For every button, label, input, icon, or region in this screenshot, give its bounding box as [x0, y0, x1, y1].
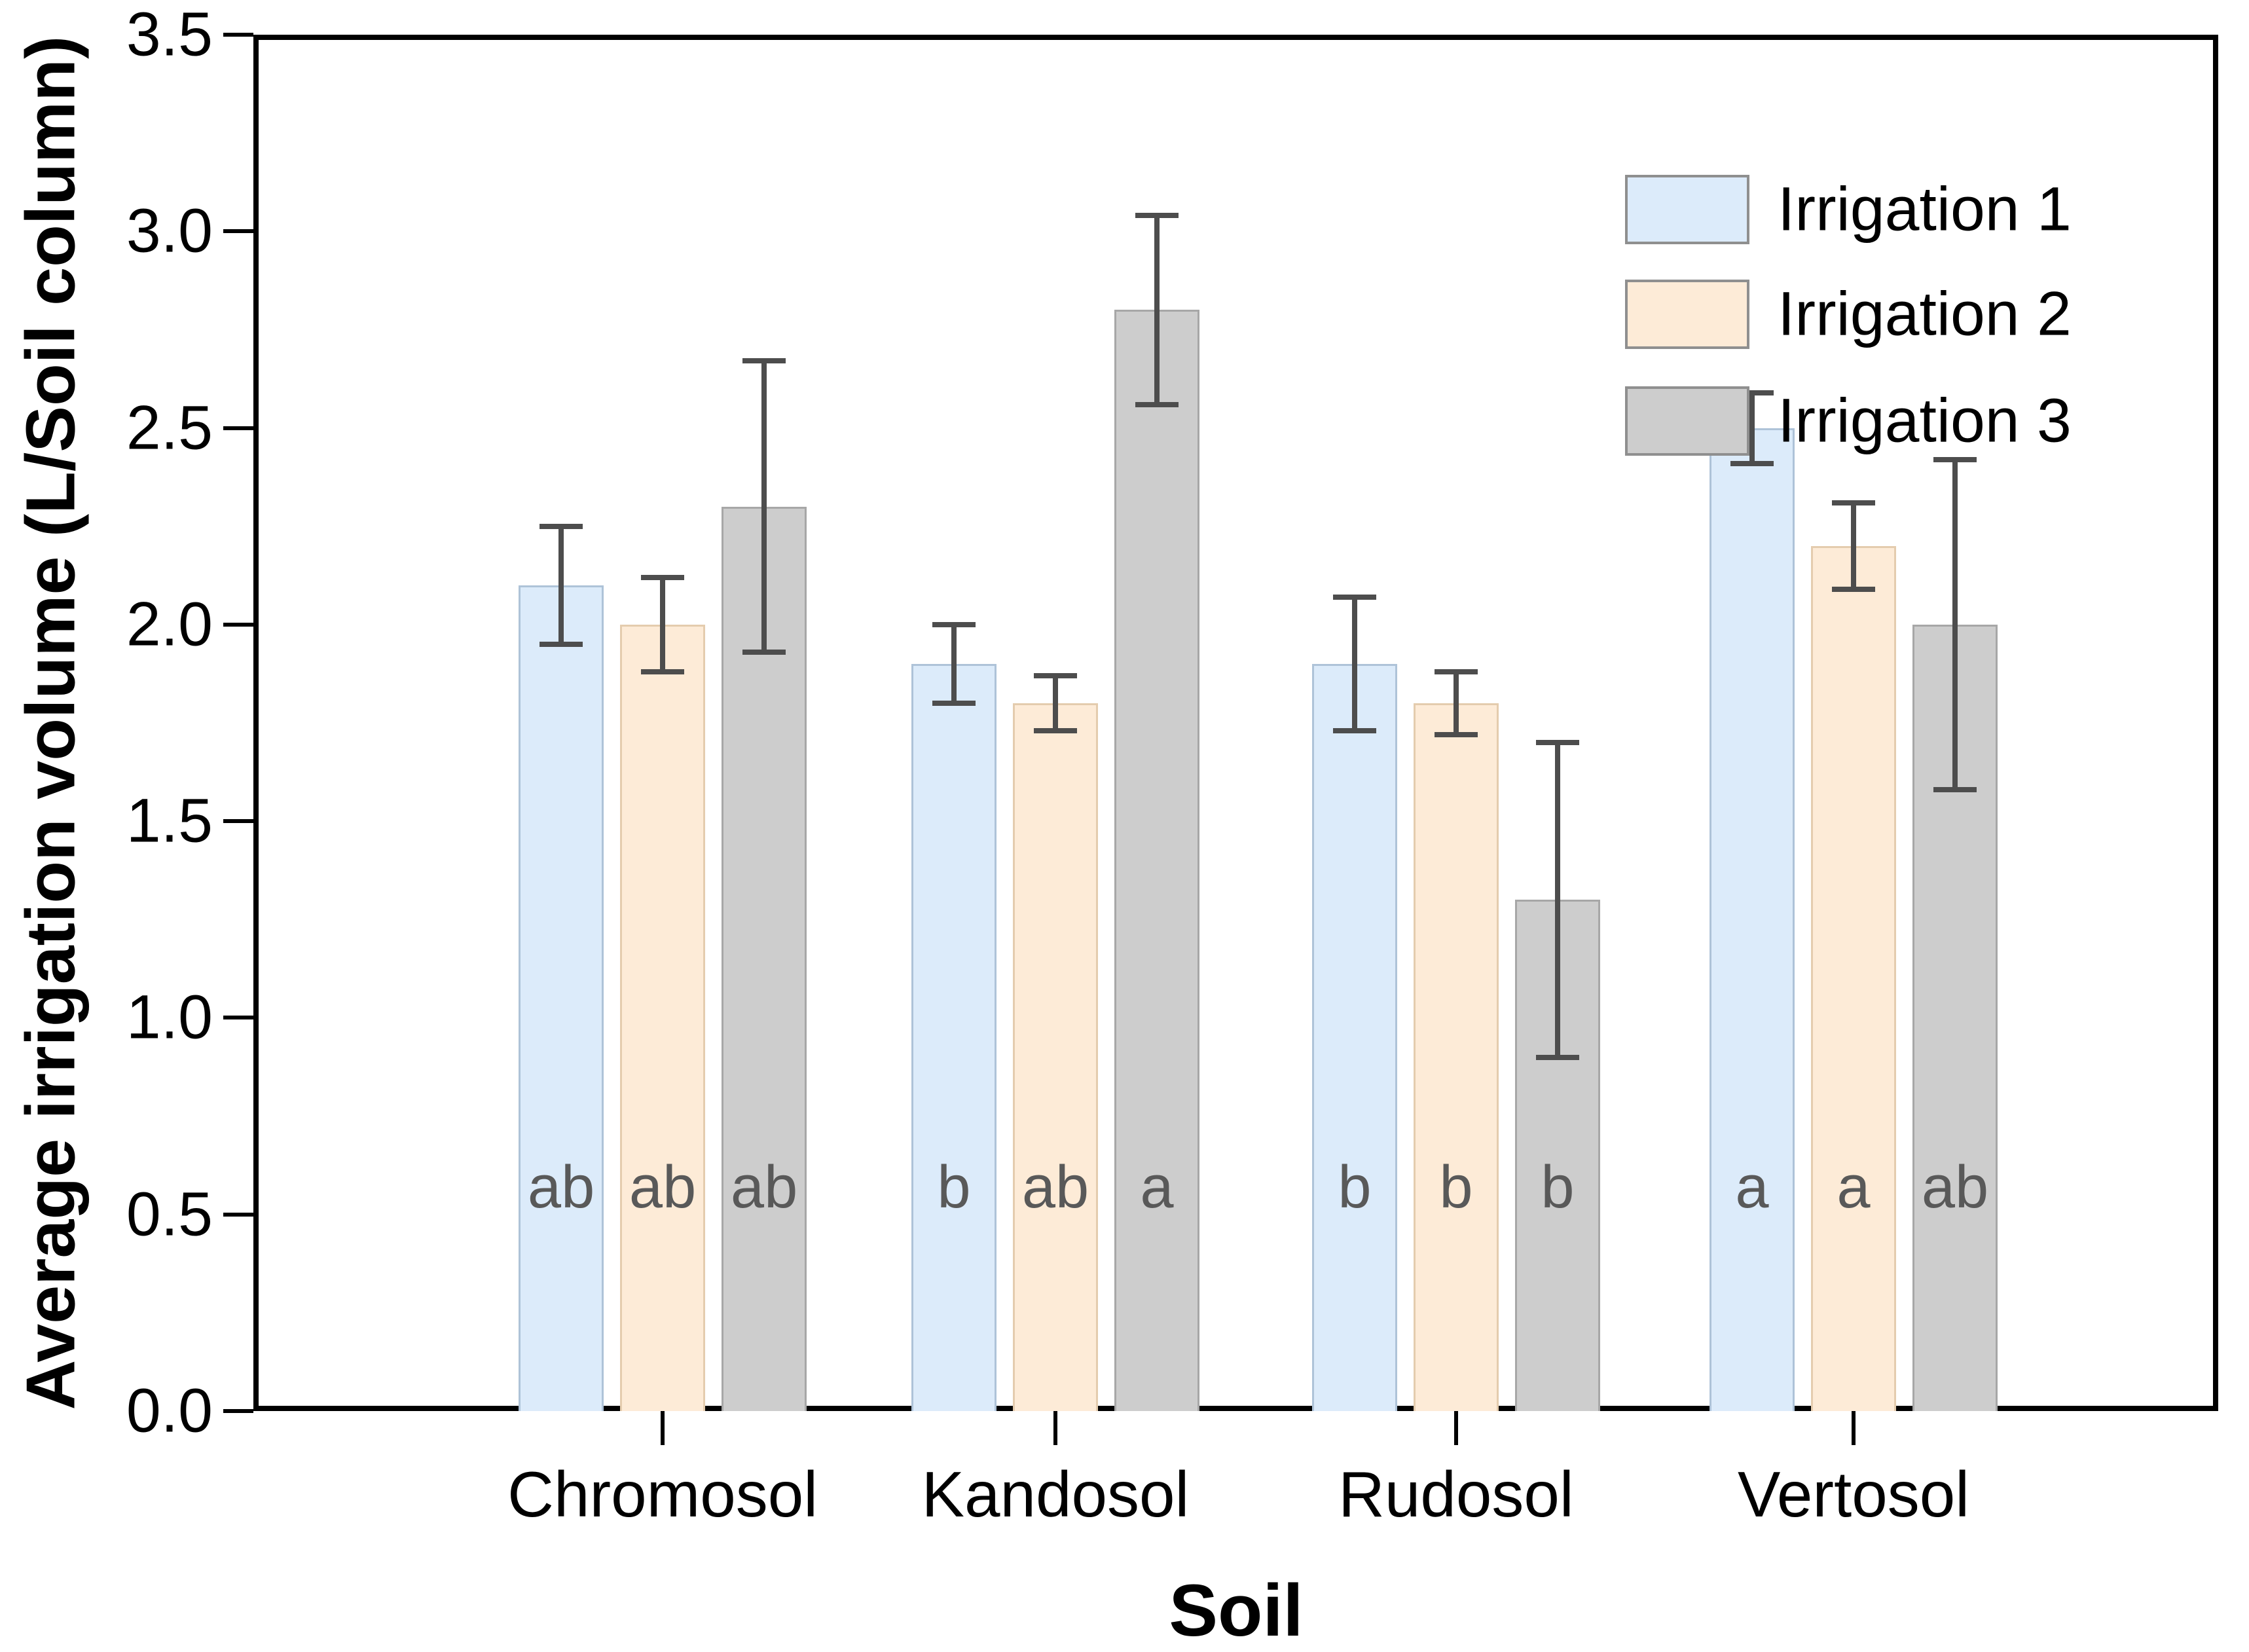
bar-irrigation-3-chromosol [722, 506, 807, 1411]
y-axis-tick [223, 1409, 253, 1413]
error-bar-cap [1730, 460, 1774, 466]
legend-label-irrigation-3: Irrigation 3 [1778, 386, 2072, 456]
bar-irrigation-1-kandosol [911, 663, 997, 1411]
error-bar-cap [1135, 213, 1179, 219]
y-axis-tick-label: 2.0 [126, 589, 213, 659]
error-bar-cap [539, 523, 583, 529]
error-bar-irrigation-3-rudosol [1554, 743, 1560, 1057]
error-bar-irrigation-2-chromosol [660, 577, 666, 672]
error-bar-irrigation-3-kandosol [1154, 215, 1160, 405]
error-bar-cap [1135, 401, 1179, 407]
error-bar-cap [932, 700, 976, 706]
error-bar-cap [742, 649, 786, 655]
bar-irrigation-3-kandosol [1114, 310, 1199, 1411]
error-bar-cap [1434, 669, 1478, 674]
bar-irrigation-2-kandosol [1013, 703, 1098, 1411]
bar-irrigation-2-vertosol [1811, 545, 1896, 1411]
y-axis-tick [223, 1016, 253, 1020]
error-bar-cap [1933, 456, 1977, 462]
significance-letter-kandosol-irrigation-2: ab [1021, 1153, 1089, 1221]
y-axis-tick-label: 1.0 [126, 982, 213, 1052]
error-bar-irrigation-3-chromosol [761, 361, 767, 652]
error-bar-irrigation-1-vertosol [1749, 392, 1755, 464]
error-bar-cap [1832, 586, 1875, 592]
significance-letter-rudosol-irrigation-2: b [1439, 1153, 1473, 1221]
significance-letter-rudosol-irrigation-3: b [1541, 1153, 1575, 1221]
error-bar-irrigation-2-rudosol [1453, 671, 1459, 735]
plot-area: ab ab ab b ab a b b b a a ab [253, 35, 2218, 1411]
significance-letter-kandosol-irrigation-1: b [937, 1153, 971, 1221]
error-bar-cap [641, 574, 685, 580]
significance-letter-chromosol-irrigation-2: ab [629, 1153, 697, 1221]
error-bar-irrigation-1-rudosol [1351, 597, 1357, 731]
x-axis-tick [1454, 1411, 1458, 1445]
error-bar-cap [1332, 728, 1376, 734]
x-axis-category-label-vertosol: Vertosol [1737, 1458, 1970, 1530]
y-axis-tick-label: 3.5 [126, 0, 213, 69]
significance-letter-chromosol-irrigation-1: ab [527, 1153, 595, 1221]
x-axis-category-label-chromosol: Chromosol [507, 1458, 818, 1530]
error-bar-cap [539, 641, 583, 647]
x-axis-title: Soil [1169, 1569, 1304, 1651]
error-bar-irrigation-3-vertosol [1952, 459, 1958, 790]
y-axis-tick-label: 3.0 [126, 196, 213, 266]
y-axis-tick-label: 1.5 [126, 786, 213, 856]
bar-irrigation-1-chromosol [519, 585, 604, 1411]
error-bar-irrigation-2-kandosol [1053, 675, 1058, 731]
significance-letter-vertosol-irrigation-1: a [1735, 1153, 1769, 1221]
y-axis-tick [223, 622, 253, 627]
x-axis-tick [1053, 1411, 1057, 1445]
error-bar-cap [1730, 390, 1774, 395]
error-bar-cap [1535, 740, 1579, 746]
legend-swatch-irrigation-1 [1625, 175, 1749, 244]
error-bar-cap [1434, 732, 1478, 738]
y-axis-tick-label: 2.5 [126, 393, 213, 463]
error-bar-irrigation-2-vertosol [1851, 502, 1856, 589]
y-axis-tick [223, 33, 253, 37]
significance-letter-vertosol-irrigation-3: ab [1921, 1153, 1989, 1221]
bar-irrigation-1-vertosol [1710, 428, 1795, 1411]
significance-letter-kandosol-irrigation-3: a [1140, 1153, 1174, 1221]
error-bar-cap [1034, 672, 1077, 678]
y-axis-tick [223, 1212, 253, 1217]
x-axis-category-label-rudosol: Rudosol [1338, 1458, 1574, 1530]
error-bar-cap [932, 621, 976, 627]
error-bar-cap [742, 358, 786, 364]
y-axis-tick-label: 0.0 [126, 1376, 213, 1446]
error-bar-irrigation-1-kandosol [951, 624, 957, 703]
legend-swatch-irrigation-3 [1625, 386, 1749, 456]
bar-irrigation-2-chromosol [620, 624, 706, 1411]
significance-letter-vertosol-irrigation-2: a [1837, 1153, 1871, 1221]
bar-irrigation-1-rudosol [1311, 663, 1397, 1411]
error-bar-cap [1332, 594, 1376, 600]
legend-label-irrigation-2: Irrigation 2 [1778, 279, 2072, 349]
y-axis-tick [223, 819, 253, 824]
significance-letter-rudosol-irrigation-1: b [1338, 1153, 1372, 1221]
error-bar-cap [641, 669, 685, 674]
x-axis-tick [1852, 1411, 1856, 1445]
legend-swatch-irrigation-2 [1625, 280, 1749, 349]
significance-letter-chromosol-irrigation-3: ab [730, 1153, 798, 1221]
y-axis-tick [223, 426, 253, 430]
error-bar-cap [1034, 728, 1077, 734]
bar-irrigation-2-rudosol [1413, 703, 1499, 1411]
error-bar-cap [1933, 787, 1977, 793]
error-bar-cap [1832, 500, 1875, 505]
y-axis-tick-label: 0.5 [126, 1179, 213, 1249]
error-bar-cap [1535, 1054, 1579, 1060]
legend-label-irrigation-1: Irrigation 1 [1778, 174, 2072, 244]
x-axis-tick [661, 1411, 665, 1445]
y-axis-tick [223, 229, 253, 234]
error-bar-irrigation-1-chromosol [558, 526, 564, 644]
x-axis-category-label-kandosol: Kandosol [921, 1458, 1190, 1530]
